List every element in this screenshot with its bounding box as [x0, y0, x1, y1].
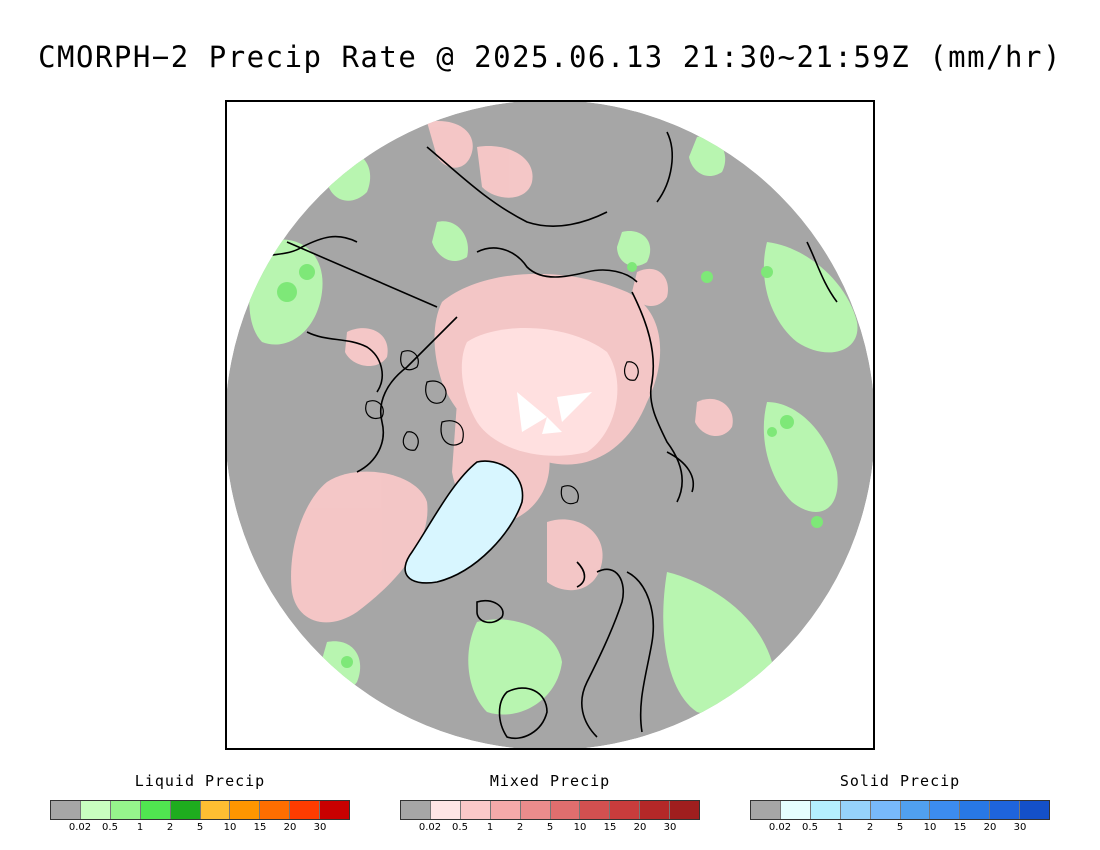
legend-ticks-mixed: 0.02 0.5 1 2 5 10 15 20 30	[400, 822, 700, 836]
legend-mixed: Mixed Precip 0.02 0.5 1 2 5 10 15 20 30	[400, 772, 700, 836]
legend-ticks-liquid: 0.02 0.5 1 2 5 10 15 20 30	[50, 822, 350, 836]
legend-tick-label: 1	[836, 822, 844, 833]
legend-swatch	[810, 801, 841, 819]
coastlines	[246, 131, 838, 739]
legend-tick-label: 30	[663, 822, 677, 833]
legend-swatch	[640, 801, 671, 819]
legend-bar-liquid	[50, 800, 350, 820]
pole-white-area	[517, 392, 592, 434]
legend-tick-label: 10	[223, 822, 237, 833]
legend-tick-label: 15	[953, 822, 967, 833]
legend-tick-label: 1	[486, 822, 494, 833]
legend-swatch	[550, 801, 581, 819]
legend-tick-label: 2	[516, 822, 524, 833]
legend-swatch	[51, 801, 81, 819]
legend-title-liquid: Liquid Precip	[134, 772, 266, 790]
legend-swatch	[930, 801, 961, 819]
legend-title-mixed: Mixed Precip	[489, 772, 611, 790]
legend-tick-label: 0.5	[802, 822, 818, 833]
legend-liquid: Liquid Precip 0.02 0.5 1 2 5 10 15 20 30	[50, 772, 350, 836]
legend-swatch	[460, 801, 491, 819]
legend-swatch	[490, 801, 521, 819]
legend-swatch	[320, 801, 350, 819]
legend-swatch	[840, 801, 871, 819]
arctic-islands	[365, 350, 639, 505]
chart-title: CMORPH−2 Precip Rate @ 2025.06.13 21:30~…	[38, 40, 1062, 74]
legend-tick-label: 0.02	[768, 822, 792, 833]
legend-tick-label: 2	[866, 822, 874, 833]
polar-map	[225, 100, 875, 750]
legend-swatch	[1020, 801, 1050, 819]
liquid-mid-spots	[277, 262, 823, 668]
mixed-light-areas	[461, 328, 618, 456]
solid-precip-greenland	[405, 461, 523, 583]
legend-swatch	[260, 801, 291, 819]
legend-solid: Solid Precip 0.02 0.5 1 2 5 10 15 20 30	[750, 772, 1050, 836]
legend-swatch	[401, 801, 431, 819]
legend-tick-label: 20	[983, 822, 997, 833]
legend-tick-label: 30	[313, 822, 327, 833]
legend-swatch	[610, 801, 641, 819]
legend-swatch	[960, 801, 991, 819]
legend-tick-label: 0.02	[68, 822, 92, 833]
legend-tick-label: 0.02	[418, 822, 442, 833]
legend-swatch	[430, 801, 461, 819]
legend-swatch	[170, 801, 201, 819]
legend-swatch	[670, 801, 700, 819]
legend-tick-label: 30	[1013, 822, 1027, 833]
legend-tick-label: 5	[546, 822, 554, 833]
legend-tick-label: 20	[633, 822, 647, 833]
legend-swatch	[200, 801, 231, 819]
legend-swatch	[80, 801, 111, 819]
legend-tick-label: 5	[896, 822, 904, 833]
legend-tick-label: 0.5	[102, 822, 118, 833]
legend-ticks-solid: 0.02 0.5 1 2 5 10 15 20 30	[750, 822, 1050, 836]
legend-swatch	[110, 801, 141, 819]
legend-tick-label: 1	[136, 822, 144, 833]
legend-tick-label: 0.5	[452, 822, 468, 833]
legend-swatch	[780, 801, 811, 819]
legend-tick-label: 20	[283, 822, 297, 833]
legend-swatch	[751, 801, 781, 819]
legend-tick-label: 2	[166, 822, 174, 833]
legend-swatch	[870, 801, 901, 819]
legend-tick-label: 10	[923, 822, 937, 833]
legend-bar-solid	[750, 800, 1050, 820]
legend-swatch	[230, 801, 261, 819]
legend-swatch	[520, 801, 551, 819]
legend-swatch	[990, 801, 1021, 819]
legend-tick-label: 15	[603, 822, 617, 833]
precip-map-svg	[227, 102, 873, 748]
legend-swatch	[580, 801, 611, 819]
legend-swatch	[900, 801, 931, 819]
legend-swatch	[140, 801, 171, 819]
legend-tick-label: 15	[253, 822, 267, 833]
legend-swatch	[290, 801, 321, 819]
legend-bar-mixed	[400, 800, 700, 820]
legend-tick-label: 5	[196, 822, 204, 833]
legend-tick-label: 10	[573, 822, 587, 833]
legend-title-solid: Solid Precip	[839, 772, 961, 790]
